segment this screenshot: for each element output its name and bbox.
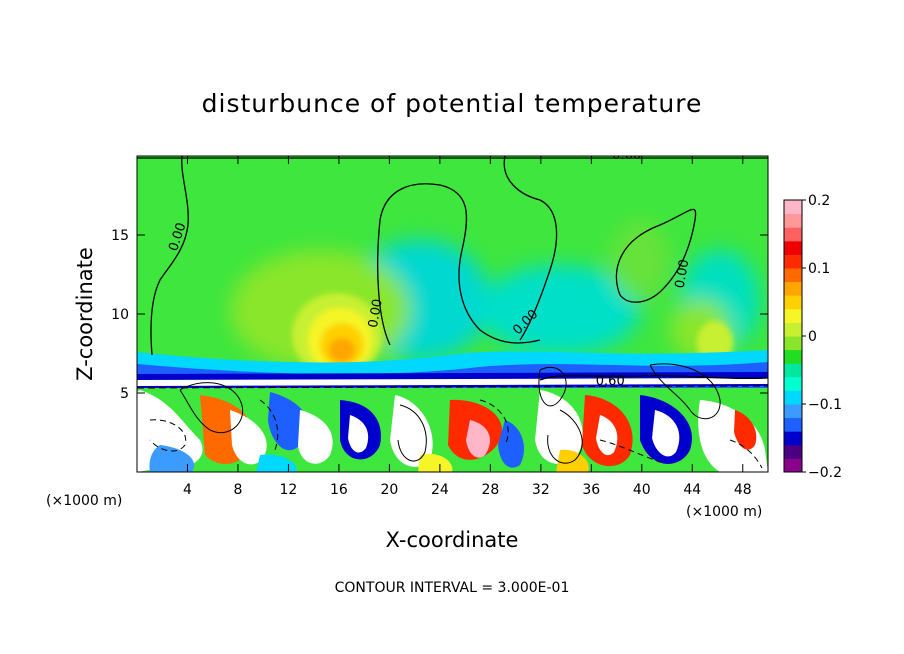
y-tick-label: 10 <box>111 307 129 323</box>
colorbar-segment <box>784 349 802 364</box>
colorbar-segment <box>784 444 802 459</box>
colorbar-segment <box>784 458 802 473</box>
contour-line <box>149 419 187 452</box>
x-tick-label: 16 <box>330 482 348 498</box>
y-tick-label: 15 <box>111 228 129 244</box>
colorbar-segment <box>784 254 802 269</box>
contour-line <box>137 385 768 389</box>
colorbar-tick-label: −0.2 <box>808 465 842 481</box>
colorbar-segment <box>784 227 802 242</box>
contour-line <box>615 208 697 303</box>
contour-line <box>547 409 583 464</box>
contour-label: 0.60 <box>612 148 641 163</box>
contour-line <box>538 366 567 407</box>
x-axis: 4 8 12 16 20 24 28 32 36 40 44 48 <box>183 156 752 498</box>
y-tick-label: 5 <box>120 386 129 402</box>
colorbar-tick-label: 0.1 <box>808 261 830 277</box>
colorbar-segment <box>784 390 802 405</box>
colorbar-segment <box>784 295 802 310</box>
contour-label: 0.00 <box>673 258 693 289</box>
x-axis-label: X-coordinate <box>386 528 519 552</box>
contour-line <box>649 363 721 420</box>
plot-area: 0.000.00 0.000.000.600.60 <box>137 148 768 472</box>
contour-line <box>397 404 427 462</box>
chart-title: disturbunce of potential temperature <box>202 89 703 118</box>
x-tick-label: 8 <box>233 482 242 498</box>
warm-anomaly <box>292 293 733 377</box>
contour-line <box>259 399 279 451</box>
x-tick-label: 12 <box>280 482 298 498</box>
colorbar-segment <box>784 200 802 215</box>
contour-line <box>179 382 244 434</box>
colorbar-frame <box>783 199 803 473</box>
contour-line <box>729 439 763 469</box>
contour-label: 0.00 <box>366 298 386 329</box>
x-tick-label: 4 <box>183 482 192 498</box>
x-tick-label: 28 <box>481 482 499 498</box>
contour-lines <box>137 156 768 469</box>
colorbar-segment <box>784 336 802 351</box>
colorbar-segment <box>784 213 802 228</box>
colorbar-segment <box>784 268 802 283</box>
x-tick-label: 24 <box>431 482 449 498</box>
colorbar-tick-label: 0 <box>808 329 817 345</box>
colorbar <box>784 200 802 473</box>
colorbar-tick-label: −0.1 <box>808 397 842 413</box>
colorbar-segment <box>784 363 802 378</box>
colorbar-ticks: 0.2 0.1 0 −0.1 −0.2 <box>802 193 842 481</box>
x-tick-label: 48 <box>734 482 752 498</box>
colorbar-segment <box>784 376 802 391</box>
colorbar-segment <box>784 308 802 323</box>
contour-interval-note: CONTOUR INTERVAL = 3.000E-01 <box>335 580 570 596</box>
x-tick-label: 44 <box>683 482 701 498</box>
colorbar-segment <box>784 417 802 432</box>
contour-line <box>479 399 509 446</box>
x-tick-label: 32 <box>532 482 550 498</box>
x-tick-label: 20 <box>380 482 398 498</box>
x-unit-left: (×1000 m) <box>46 493 122 509</box>
warm-region <box>610 220 670 300</box>
contour-line <box>599 439 661 463</box>
colorbar-segment <box>784 240 802 255</box>
contour-label: 0.60 <box>596 374 625 389</box>
x-tick-label: 36 <box>582 482 600 498</box>
contour-line <box>377 183 541 346</box>
contour-line <box>503 156 558 341</box>
turbulent-layer <box>137 388 768 472</box>
cool-region <box>480 265 640 355</box>
colorbar-segment <box>784 431 802 446</box>
contour-line <box>150 156 189 356</box>
colorbar-segment <box>784 322 802 337</box>
x-unit-right: (×1000 m) <box>686 504 762 520</box>
x-tick-label: 40 <box>633 482 651 498</box>
y-axis: 5 10 15 <box>111 228 768 402</box>
colorbar-segment <box>784 281 802 296</box>
colorbar-segment <box>784 404 802 419</box>
y-axis-label: Z-coordinate <box>73 247 97 381</box>
colorbar-tick-label: 0.2 <box>808 193 830 209</box>
